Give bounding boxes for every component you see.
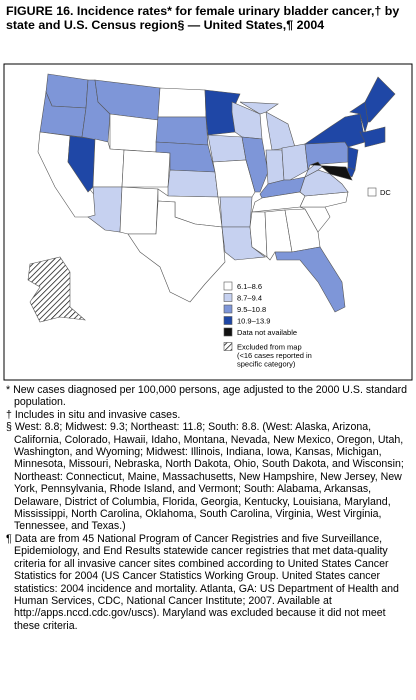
- figure-title: FIGURE 16. Incidence rates* for female u…: [6, 4, 400, 32]
- state: [157, 87, 207, 118]
- state: [359, 126, 386, 148]
- state: [265, 149, 285, 185]
- legend-swatch-excluded: [223, 342, 233, 351]
- legend: 6.1–8.6 8.7–9.4 9.5–10.8 10.9–13.9 Data not …: [223, 281, 312, 369]
- state: [45, 73, 89, 109]
- legend-label: 10.9–13.9: [237, 317, 270, 326]
- state: [121, 149, 171, 188]
- state: [241, 136, 269, 193]
- state: [239, 101, 279, 115]
- state: [167, 169, 219, 198]
- legend-label: 8.7–9.4: [237, 294, 262, 303]
- footnote: § West: 8.8; Midwest: 9.3; Northeast: 11…: [6, 421, 404, 533]
- state: [303, 113, 366, 148]
- state: [364, 76, 396, 123]
- footnote: † Includes in situ and invasive cases.: [6, 408, 181, 421]
- footnote: * New cases diagnosed per 100,000 person…: [6, 384, 408, 409]
- map-frame: [3, 63, 413, 381]
- legend-label: 9.5–10.8: [237, 305, 266, 314]
- legend-label: Data not available: [237, 328, 297, 337]
- dc-box: [367, 187, 377, 197]
- state: [127, 200, 226, 303]
- state: [119, 186, 159, 235]
- state: [274, 246, 346, 313]
- state: [299, 169, 349, 197]
- state: [299, 191, 349, 208]
- state: [309, 161, 353, 181]
- legend-swatch: [223, 304, 233, 314]
- state: [155, 116, 209, 146]
- map: DC 6.1–8.6 8.7–9.4 9.5–10.8 10.9–13.9 Data n…: [3, 63, 413, 381]
- legend-excluded: Excluded from map (<16 cases reported in s…: [237, 343, 312, 369]
- state: [284, 208, 321, 253]
- footnote: ¶ Data are from 45 National Program of C…: [6, 532, 399, 632]
- state: [281, 143, 309, 181]
- dc-label: DC: [380, 188, 391, 197]
- alaska-excluded: [27, 256, 86, 323]
- state: [349, 101, 369, 134]
- state: [265, 111, 296, 151]
- legend-swatch: [223, 281, 233, 291]
- state: [109, 113, 159, 153]
- footnotes: * New cases diagnosed per 100,000 person…: [6, 384, 410, 632]
- legend-label: 6.1–8.6: [237, 282, 262, 291]
- legend-swatch: [223, 316, 233, 325]
- legend-swatch: [223, 327, 233, 337]
- state: [219, 196, 253, 228]
- state: [207, 134, 247, 163]
- state: [249, 211, 268, 258]
- state: [347, 146, 359, 171]
- legend-swatch: [223, 293, 233, 302]
